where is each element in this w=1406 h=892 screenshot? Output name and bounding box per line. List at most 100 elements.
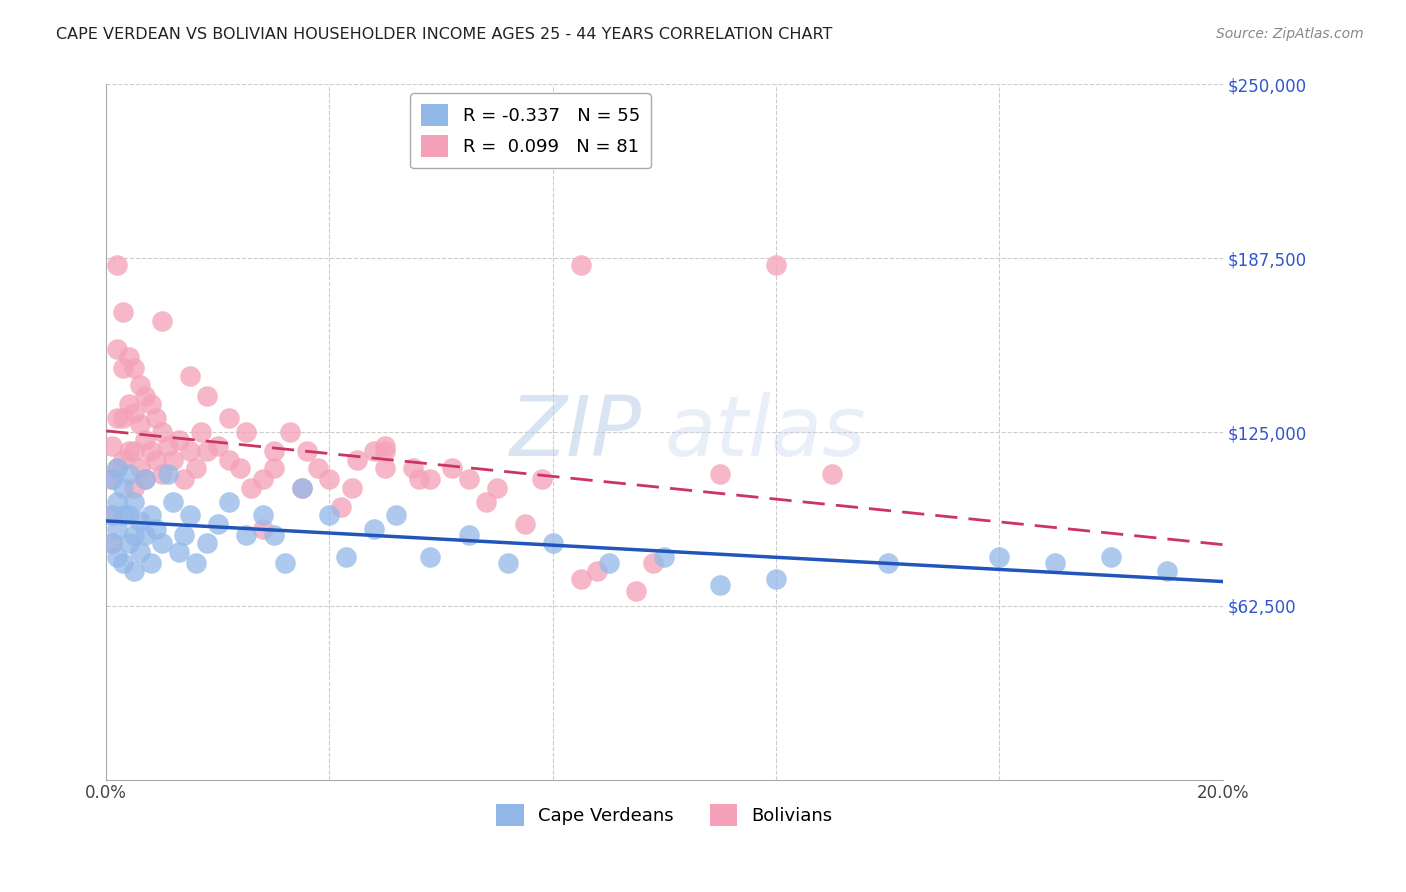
Point [513, 516, 536, 531]
Point [586, 564, 609, 578]
Point [128, 417, 150, 431]
Point [598, 556, 620, 570]
Point [134, 434, 156, 448]
Point [988, 550, 1011, 565]
Point [145, 522, 167, 536]
Point [117, 444, 139, 458]
Point [111, 453, 134, 467]
Point [229, 461, 252, 475]
Point [1043, 556, 1066, 570]
Point [263, 528, 285, 542]
Point [162, 494, 184, 508]
Point [218, 494, 240, 508]
Point [150, 425, 173, 439]
Point [709, 578, 731, 592]
Point [329, 500, 352, 515]
Point [139, 444, 162, 458]
Point [122, 361, 145, 376]
Point [134, 528, 156, 542]
Point [156, 467, 179, 481]
Point [101, 472, 124, 486]
Text: CAPE VERDEAN VS BOLIVIAN HOUSEHOLDER INCOME AGES 25 - 44 YEARS CORRELATION CHART: CAPE VERDEAN VS BOLIVIAN HOUSEHOLDER INC… [56, 27, 832, 42]
Point [458, 472, 481, 486]
Point [184, 556, 207, 570]
Point [150, 467, 173, 481]
Point [626, 583, 648, 598]
Point [105, 522, 128, 536]
Point [179, 444, 201, 458]
Point [134, 389, 156, 403]
Point [291, 481, 314, 495]
Point [318, 508, 340, 523]
Point [139, 397, 162, 411]
Point [207, 516, 229, 531]
Point [363, 444, 385, 458]
Point [496, 556, 519, 570]
Point [263, 444, 285, 458]
Point [363, 522, 385, 536]
Point [765, 573, 787, 587]
Point [541, 536, 564, 550]
Point [569, 573, 592, 587]
Point [419, 472, 441, 486]
Point [654, 550, 676, 565]
Point [340, 481, 363, 495]
Point [184, 461, 207, 475]
Point [111, 305, 134, 319]
Point [117, 350, 139, 364]
Point [145, 411, 167, 425]
Point [117, 467, 139, 481]
Point [122, 494, 145, 508]
Point [117, 397, 139, 411]
Point [111, 481, 134, 495]
Point [274, 556, 297, 570]
Point [122, 406, 145, 420]
Point [173, 528, 195, 542]
Point [134, 472, 156, 486]
Point [150, 536, 173, 550]
Point [128, 461, 150, 475]
Point [101, 508, 124, 523]
Point [105, 494, 128, 508]
Point [179, 369, 201, 384]
Point [105, 342, 128, 356]
Point [280, 425, 302, 439]
Point [402, 461, 425, 475]
Point [374, 444, 396, 458]
Point [709, 467, 731, 481]
Point [335, 550, 357, 565]
Point [441, 461, 464, 475]
Text: atlas: atlas [665, 392, 866, 473]
Point [128, 377, 150, 392]
Point [101, 508, 124, 523]
Point [167, 434, 190, 448]
Point [195, 536, 218, 550]
Point [876, 556, 898, 570]
Point [105, 461, 128, 475]
Point [374, 439, 396, 453]
Point [252, 522, 274, 536]
Point [105, 411, 128, 425]
Point [291, 481, 314, 495]
Point [111, 556, 134, 570]
Point [111, 508, 134, 523]
Point [101, 536, 124, 550]
Point [252, 508, 274, 523]
Point [179, 508, 201, 523]
Point [101, 472, 124, 486]
Point [765, 258, 787, 272]
Point [485, 481, 508, 495]
Point [145, 453, 167, 467]
Point [240, 481, 263, 495]
Point [1156, 564, 1178, 578]
Point [128, 544, 150, 558]
Point [195, 389, 218, 403]
Point [122, 564, 145, 578]
Point [374, 461, 396, 475]
Point [101, 439, 124, 453]
Point [122, 528, 145, 542]
Point [346, 453, 368, 467]
Point [252, 472, 274, 486]
Point [173, 472, 195, 486]
Point [207, 439, 229, 453]
